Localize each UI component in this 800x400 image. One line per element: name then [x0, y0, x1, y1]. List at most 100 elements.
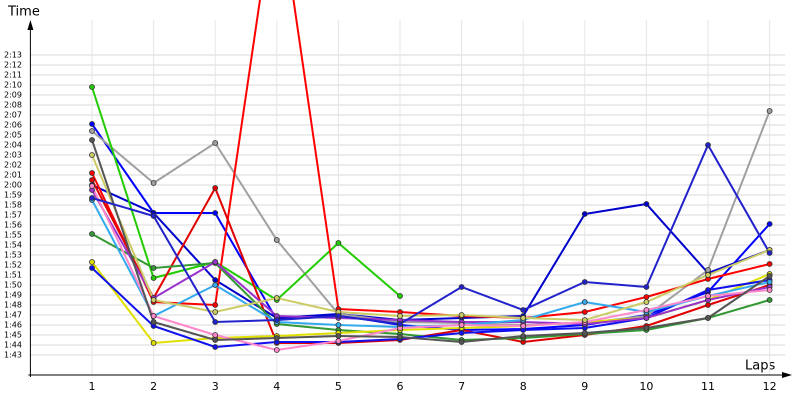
point — [705, 287, 711, 293]
point — [212, 210, 219, 216]
point — [273, 295, 280, 301]
x-tick-label: 1 — [89, 380, 96, 393]
point — [212, 185, 219, 191]
point — [89, 183, 95, 189]
point — [581, 279, 588, 285]
point — [89, 121, 95, 127]
point — [89, 259, 95, 265]
series-line — [91, 142, 771, 326]
y-tick-label: 2:09 — [4, 91, 22, 100]
point — [150, 265, 157, 271]
point — [766, 221, 773, 227]
y-tick-label: 2:05 — [4, 131, 22, 140]
plot-area — [89, 0, 773, 353]
point — [335, 338, 342, 344]
x-axis-label: Laps — [745, 359, 775, 374]
y-tick-label: 2:07 — [4, 111, 22, 120]
point — [766, 261, 773, 267]
series-line — [91, 86, 401, 302]
point — [212, 309, 219, 315]
point — [89, 265, 95, 271]
point — [212, 337, 219, 343]
x-axis-arrow — [782, 372, 792, 378]
point — [705, 272, 711, 278]
point — [766, 287, 773, 293]
y-tick-label: 1:52 — [4, 261, 22, 270]
x-tick-label: 10 — [639, 380, 653, 393]
point — [89, 84, 95, 90]
point — [581, 211, 588, 217]
point — [458, 284, 465, 290]
y-tick-label: 2:10 — [4, 81, 22, 90]
point — [643, 294, 650, 300]
y-tick-label: 1:51 — [4, 271, 22, 280]
point — [212, 332, 219, 338]
point — [458, 322, 465, 328]
point — [89, 170, 95, 176]
series-line — [91, 154, 770, 322]
point — [335, 240, 342, 246]
y-tick-label: 1:55 — [4, 231, 22, 240]
y-tick-label: 2:02 — [4, 161, 22, 170]
point — [397, 313, 403, 319]
point — [273, 335, 280, 341]
y-tick-label: 1:58 — [4, 201, 22, 210]
y-tick-label: 1:54 — [4, 241, 22, 250]
y-tick-label: 1:59 — [4, 191, 22, 200]
point — [89, 128, 95, 134]
point — [520, 323, 527, 329]
point — [643, 299, 650, 305]
x-tick-label: 5 — [335, 380, 342, 393]
point — [212, 302, 219, 308]
point — [150, 275, 157, 281]
point — [212, 282, 219, 288]
series-line — [91, 0, 770, 320]
point — [458, 312, 465, 318]
point — [705, 293, 711, 299]
point — [705, 302, 711, 308]
point — [458, 330, 465, 336]
point — [150, 340, 157, 346]
point — [273, 317, 280, 323]
y-tick-label: 2:08 — [4, 101, 22, 110]
y-axis-arrow — [27, 20, 34, 30]
point — [89, 137, 95, 143]
series-line — [91, 185, 770, 352]
point — [212, 344, 219, 350]
y-tick-label: 2:06 — [4, 121, 22, 130]
point — [520, 333, 527, 339]
point — [397, 321, 403, 327]
y-axis-label: Time — [7, 5, 40, 20]
point — [273, 237, 280, 243]
point — [273, 347, 280, 353]
point — [643, 315, 650, 321]
series-line — [91, 139, 771, 344]
y-tick-label: 1:50 — [4, 281, 22, 290]
point — [335, 322, 342, 328]
x-tick-label: 12 — [763, 380, 777, 393]
point — [581, 330, 588, 336]
point — [705, 142, 711, 148]
y-tick-label: 1:44 — [4, 341, 22, 350]
point — [212, 259, 219, 265]
point — [150, 319, 157, 325]
y-tick-label: 1:48 — [4, 301, 22, 310]
series-line — [91, 189, 770, 326]
point — [520, 307, 527, 313]
point — [643, 325, 650, 331]
point — [643, 284, 650, 290]
point — [212, 277, 219, 283]
x-tick-label: 2 — [150, 380, 157, 393]
point — [335, 333, 342, 339]
series-line — [91, 267, 770, 349]
point — [705, 267, 711, 273]
y-tick-label: 2:03 — [4, 151, 22, 160]
point — [766, 108, 773, 114]
x-tick-label: 4 — [273, 380, 280, 393]
point — [520, 315, 527, 321]
y-tick-label: 1:57 — [4, 211, 22, 220]
y-tick-label: 2:00 — [4, 181, 22, 190]
y-tick-label: 2:13 — [4, 51, 22, 60]
point — [89, 152, 95, 158]
point — [766, 250, 773, 256]
